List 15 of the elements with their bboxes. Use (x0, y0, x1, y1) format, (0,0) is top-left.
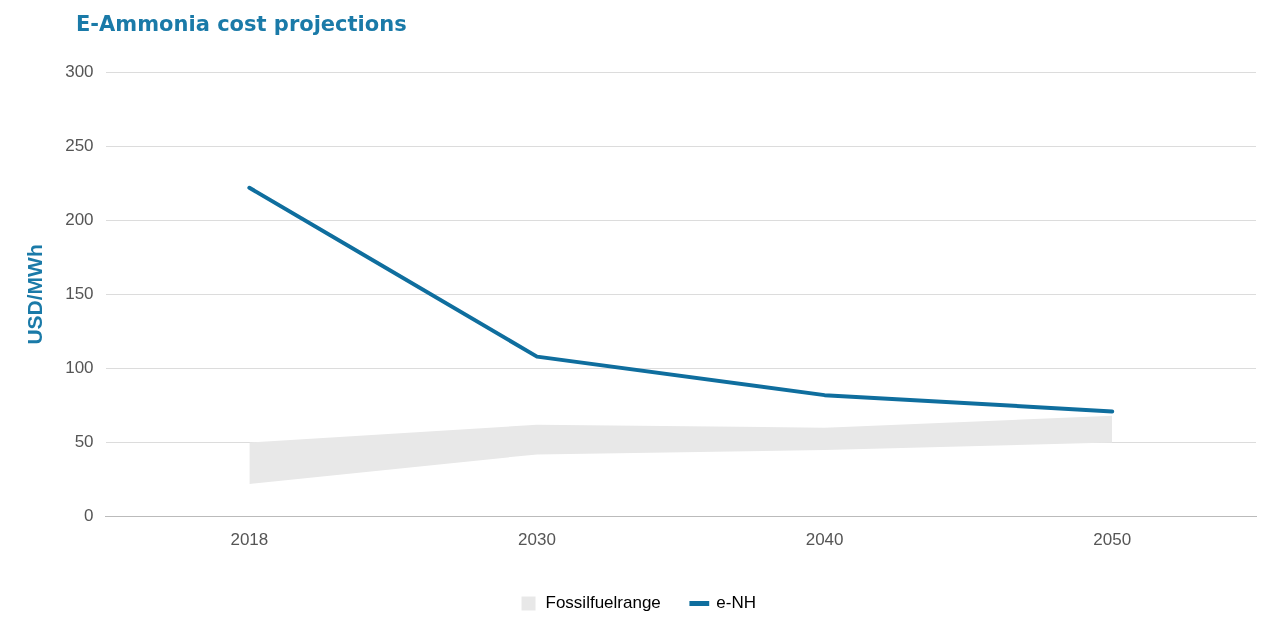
y-tick-label: 300 (65, 61, 94, 81)
legend-label: Fossilfuelrange (545, 593, 661, 613)
y-tick-label: 250 (65, 135, 94, 155)
y-tick-label: 150 (65, 284, 94, 304)
y-axis-title: USD/MWh (23, 244, 47, 345)
y-tick-label: 50 (74, 432, 94, 452)
x-tick-label: 2040 (805, 530, 844, 550)
x-tick-label: 2050 (1093, 530, 1132, 550)
x-tick-label: 2018 (230, 530, 269, 550)
legend-label: e-NH (716, 593, 756, 613)
x-tick-label: 2030 (518, 530, 556, 550)
chart-title: E-Ammonia cost projections (76, 12, 407, 36)
y-tick-label: 0 (84, 506, 94, 526)
y-tick-label: 100 (65, 358, 94, 378)
y-tick-label: 200 (65, 210, 94, 230)
